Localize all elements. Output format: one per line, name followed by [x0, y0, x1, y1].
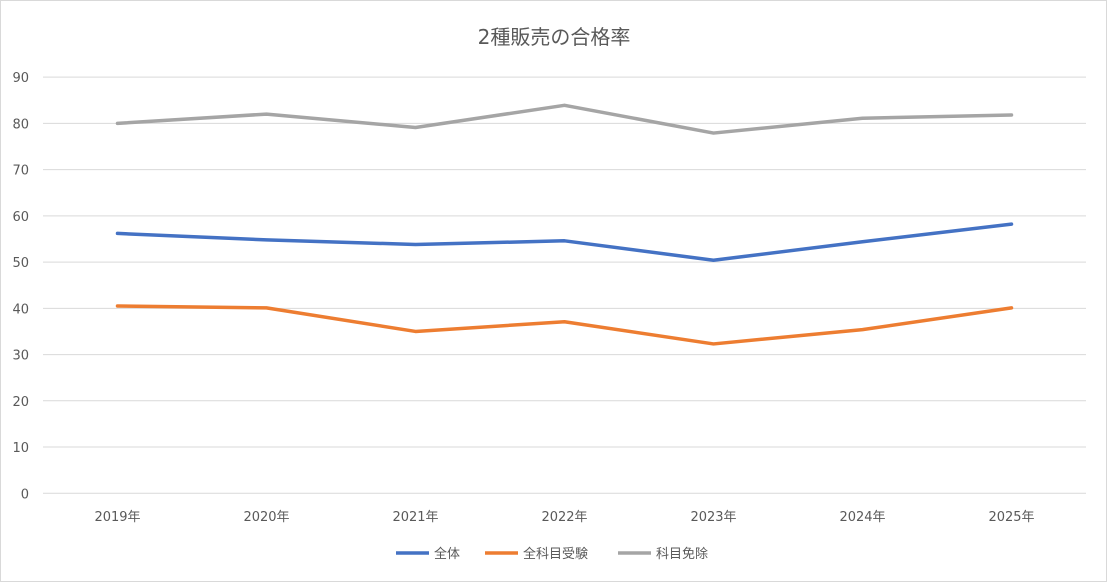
y-tick-label: 50	[12, 256, 29, 271]
x-tick-label: 2019年	[94, 510, 140, 525]
y-tick-label: 80	[12, 117, 29, 132]
y-tick-label: 40	[12, 302, 29, 317]
x-tick-label: 2020年	[243, 510, 289, 525]
x-tick-label: 2023年	[690, 510, 736, 525]
y-tick-label: 60	[12, 210, 29, 225]
x-tick-label: 2024年	[839, 510, 885, 525]
series-line-3	[118, 105, 1012, 133]
y-tick-label: 20	[12, 395, 29, 410]
y-tick-label: 0	[21, 487, 29, 502]
series-line-1	[118, 224, 1012, 260]
y-tick-label: 70	[12, 164, 29, 179]
x-tick-label: 2022年	[541, 510, 587, 525]
chart-title: 2種販売の合格率	[478, 25, 631, 49]
x-tick-label: 2021年	[392, 510, 438, 525]
legend-label: 全科目受験	[523, 546, 588, 562]
y-tick-label: 90	[12, 71, 29, 86]
y-tick-label: 30	[12, 349, 29, 364]
legend-label: 全体	[434, 546, 460, 562]
x-tick-label: 2025年	[988, 510, 1034, 525]
y-tick-label: 10	[12, 441, 29, 456]
series-line-2	[118, 306, 1012, 344]
legend-label: 科目免除	[656, 547, 708, 562]
